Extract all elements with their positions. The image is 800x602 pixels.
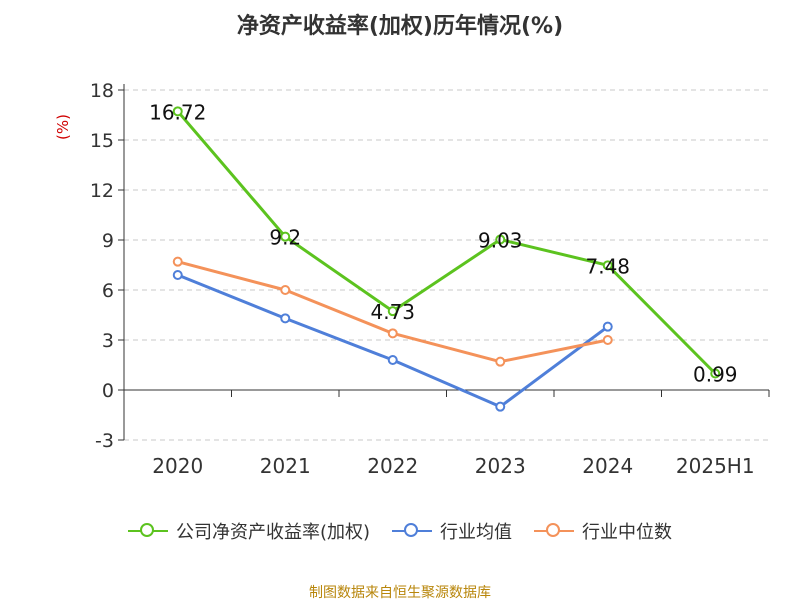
data-point	[172, 106, 183, 117]
series-lines	[172, 106, 721, 412]
y-tick-label: -3	[95, 430, 114, 452]
legend-swatch-icon	[127, 521, 168, 541]
y-tick-label: 18	[90, 80, 114, 102]
y-tick-label: 6	[102, 280, 114, 302]
data-label: 7.48	[585, 254, 630, 278]
legend-circle-icon	[404, 523, 419, 537]
legend-item[interactable]: 行业中位数	[534, 518, 672, 544]
data-point	[602, 335, 613, 345]
y-tick-label: 9	[102, 230, 114, 252]
data-point	[280, 231, 291, 242]
data-label: 0.99	[693, 363, 738, 387]
y-tick-label: 12	[90, 180, 114, 202]
legend-circle-icon	[139, 523, 154, 537]
legend-swatch-icon	[534, 521, 575, 541]
series-line	[176, 110, 717, 375]
x-tick-label: 2023	[475, 454, 526, 478]
data-point	[495, 401, 506, 412]
legend-item[interactable]: 行业均值	[392, 518, 512, 544]
y-tick-label: 15	[90, 130, 114, 152]
x-tick-label: 2022	[367, 454, 418, 478]
data-point	[280, 313, 291, 324]
data-label: 16.72	[149, 100, 206, 124]
legend-label: 行业中位数	[582, 522, 673, 543]
data-point	[172, 270, 183, 280]
chart-title: 净资产收益率(加权)历年情况(%)	[236, 14, 564, 39]
source-note: 制图数据来自恒生聚源数据库	[309, 585, 491, 601]
axes: -3 0 3 6 9 12 15 18 2020 2021 2022 2023 2024 2025H1 (%…	[54, 80, 770, 478]
legend-label: 公司净资产收益率(加权)	[175, 522, 371, 543]
legend-swatch-icon	[392, 521, 433, 541]
data-point	[387, 328, 398, 339]
series-line	[177, 273, 609, 409]
x-tick-label: 2024	[582, 454, 633, 478]
data-point	[710, 368, 721, 379]
x-tick-label: 2020	[152, 454, 203, 478]
y-tick-label: 0	[102, 380, 114, 402]
data-point	[602, 260, 613, 271]
y-axis-label: (%)	[54, 114, 72, 140]
data-labels: 16.72 9.2 4.73 9.03 7.48 0.99	[149, 100, 737, 386]
data-point	[387, 355, 398, 365]
data-point	[495, 356, 506, 367]
data-label: 9.2	[269, 226, 301, 250]
x-tick-label: 2025H1	[676, 454, 755, 478]
data-point	[280, 285, 291, 295]
legend-label: 行业均值	[440, 522, 513, 543]
data-label: 9.03	[478, 229, 523, 253]
legend: 公司净资产收益率(加权) 行业均值 行业中位数	[0, 518, 800, 544]
y-tick-label: 3	[102, 330, 114, 352]
data-label: 4.73	[370, 300, 415, 324]
legend-item[interactable]: 公司净资产收益率(加权)	[127, 518, 371, 544]
x-tick-label: 2021	[260, 454, 311, 478]
data-point	[602, 321, 613, 332]
data-point	[387, 306, 398, 317]
legend-circle-icon	[546, 523, 561, 537]
data-point	[172, 256, 183, 267]
grid-lines	[124, 89, 769, 441]
data-point	[495, 234, 506, 245]
